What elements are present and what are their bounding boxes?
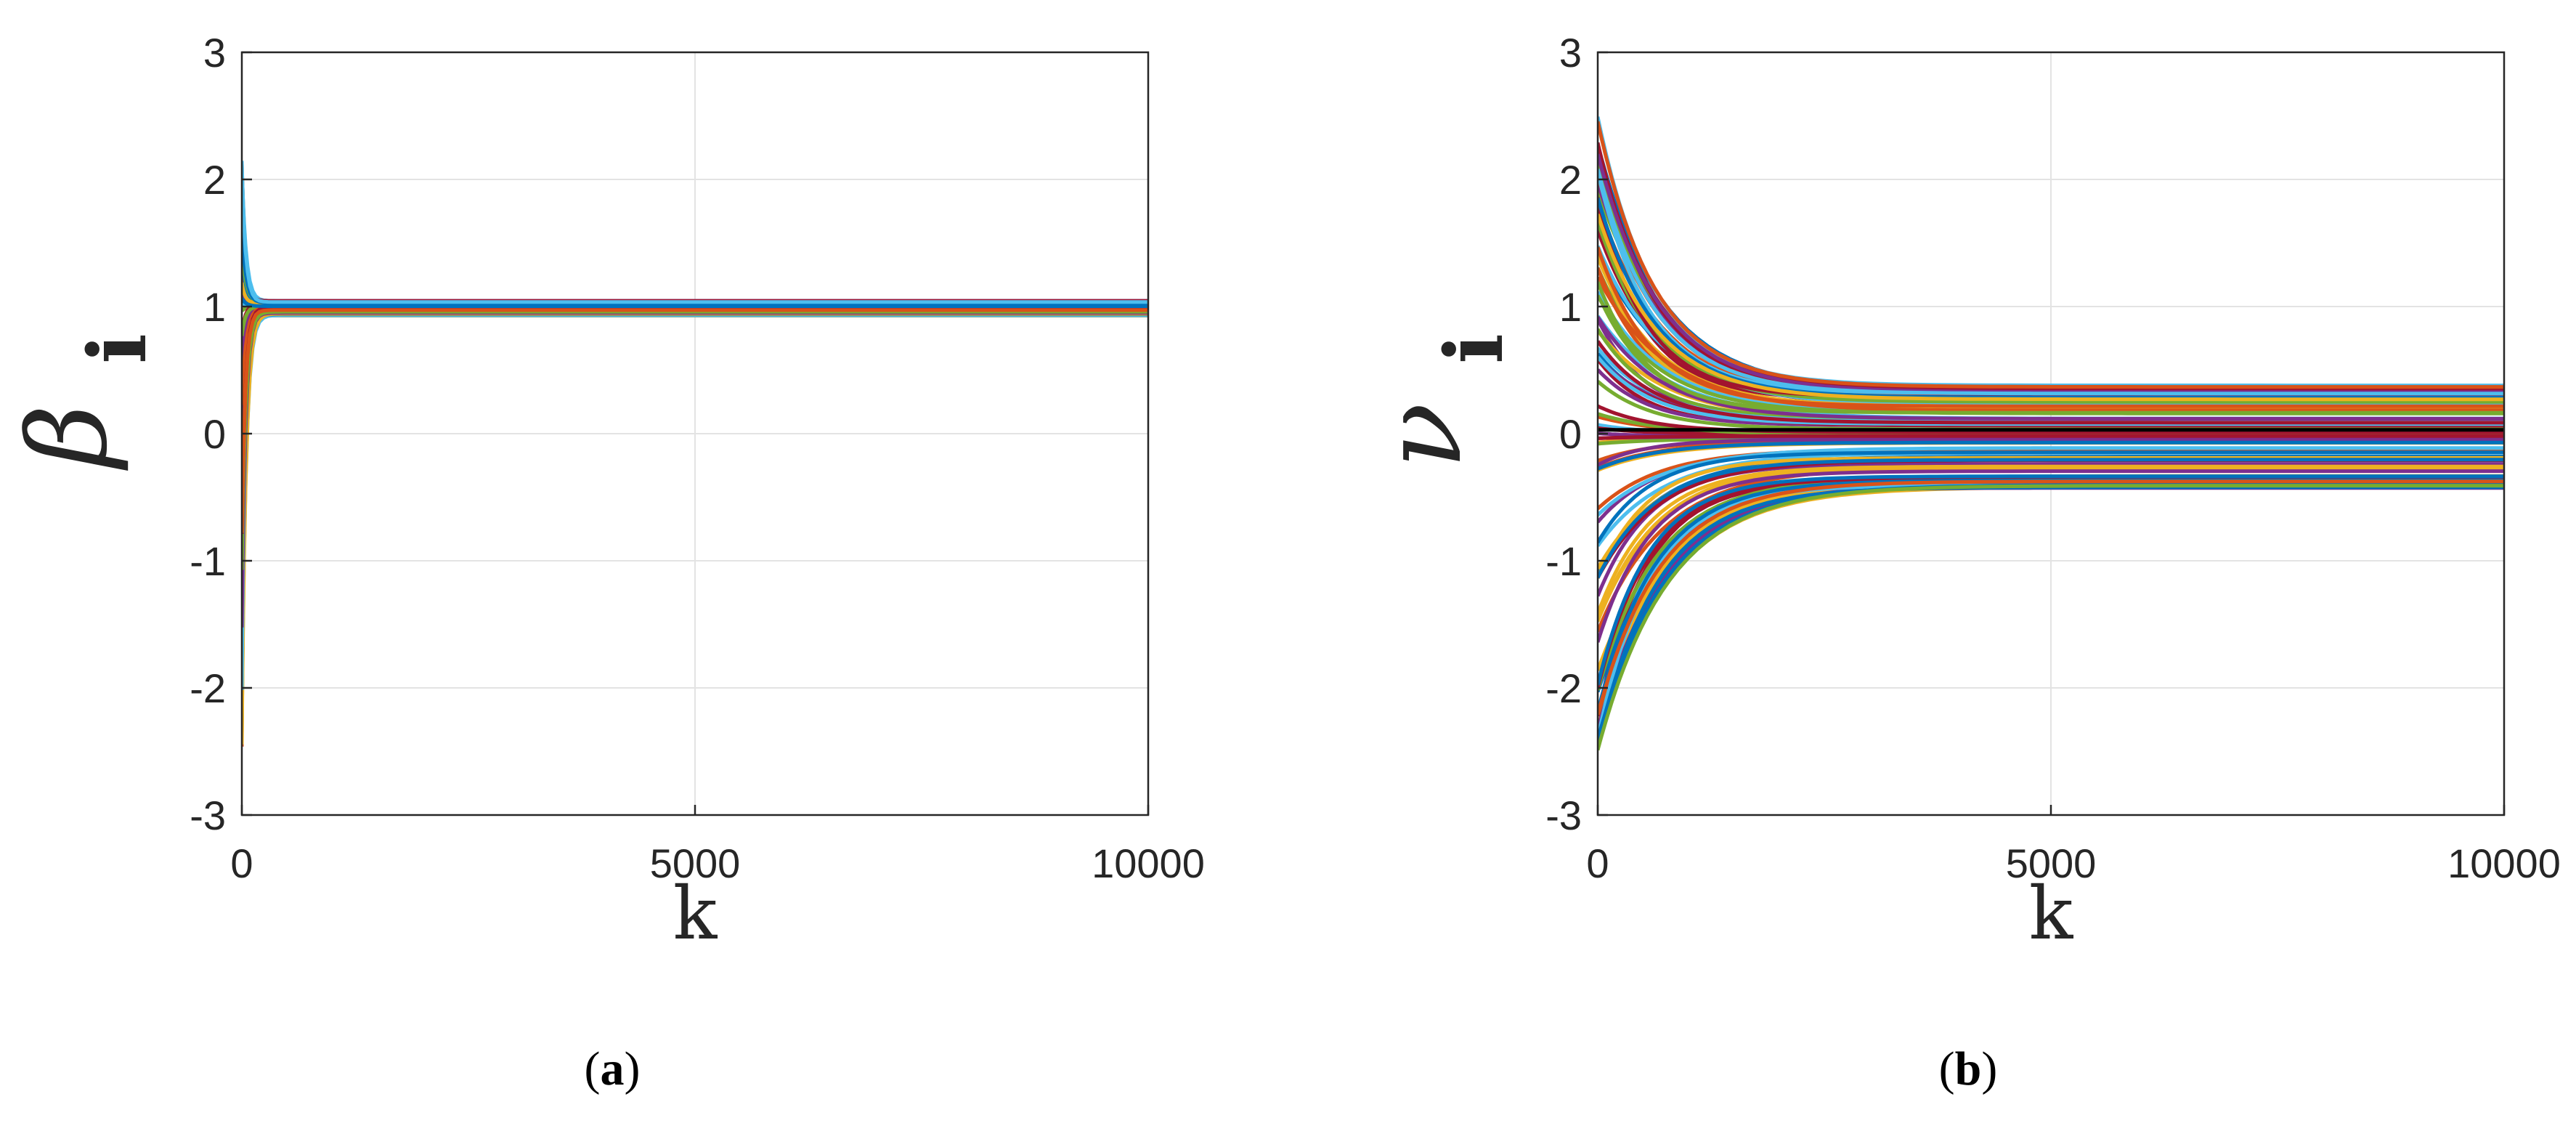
y-tick-label: -1 bbox=[190, 538, 226, 584]
x-tick-label: 10000 bbox=[2447, 840, 2561, 886]
series-line bbox=[1598, 213, 2504, 402]
y-tick-label: 3 bbox=[1559, 30, 1582, 76]
y-tick-label: 0 bbox=[1559, 411, 1582, 457]
panel-label: (b) bbox=[1939, 1042, 1998, 1095]
series-line bbox=[242, 308, 1148, 533]
series-line bbox=[1598, 484, 2504, 751]
series-line bbox=[242, 297, 1148, 308]
panel-b: 0 5000 10000 -3 -2 -1 0 1 2 3 ν i k (b) bbox=[1360, 30, 2561, 1095]
series-line bbox=[1598, 464, 2504, 615]
series-line bbox=[1598, 474, 2504, 686]
series-line bbox=[1598, 437, 2504, 467]
y-tick-label: 3 bbox=[203, 30, 226, 76]
y-tick-label: 0 bbox=[203, 411, 226, 457]
y-tick-label: -3 bbox=[1545, 792, 1582, 838]
series-line bbox=[1598, 450, 2504, 544]
series-line bbox=[1598, 121, 2504, 389]
y-tick-label: -2 bbox=[190, 665, 226, 711]
series-line bbox=[1598, 434, 2504, 440]
y-tick-label: 2 bbox=[1559, 157, 1582, 203]
y-tick-label: 1 bbox=[1559, 284, 1582, 330]
series-line bbox=[1598, 458, 2504, 579]
series-line bbox=[1598, 340, 2504, 425]
y-tick-label: 2 bbox=[203, 157, 226, 203]
series-line bbox=[1598, 462, 2504, 597]
y-axis-label: ν bbox=[1360, 402, 1486, 469]
y-axis-label-subscript: i bbox=[70, 333, 164, 364]
series-line bbox=[1598, 479, 2504, 716]
y-tick-label: -1 bbox=[1545, 538, 1582, 584]
y-tick-label: 1 bbox=[203, 284, 226, 330]
x-axis-label: k bbox=[2029, 871, 2074, 956]
y-tick-label: -2 bbox=[1545, 665, 1582, 711]
series-line bbox=[1598, 316, 2504, 421]
y-tick-label: -3 bbox=[190, 792, 226, 838]
series-line bbox=[1598, 440, 2504, 471]
x-tick-label: 5000 bbox=[650, 840, 741, 886]
panel-a: 0 5000 10000 -3 -2 -1 0 1 2 3 β i k (a) bbox=[5, 30, 1205, 1095]
series-line bbox=[1598, 220, 2504, 404]
series-group bbox=[242, 161, 1148, 747]
series-group bbox=[1598, 116, 2504, 751]
x-tick-label: 5000 bbox=[2006, 840, 2097, 886]
series-line bbox=[242, 161, 1148, 304]
y-axis-label: β bbox=[5, 405, 131, 471]
x-tick-label: 10000 bbox=[1092, 840, 1205, 886]
x-tick-label: 0 bbox=[230, 840, 253, 886]
x-tick-label: 0 bbox=[1586, 840, 1609, 886]
x-axis-label: k bbox=[673, 871, 718, 956]
series-line bbox=[1598, 281, 2504, 415]
series-line bbox=[1598, 469, 2504, 643]
series-line bbox=[1598, 169, 2504, 396]
panel-label: (a) bbox=[585, 1042, 641, 1095]
series-line bbox=[1598, 446, 2504, 516]
y-axis-label-subscript: i bbox=[1427, 333, 1521, 364]
